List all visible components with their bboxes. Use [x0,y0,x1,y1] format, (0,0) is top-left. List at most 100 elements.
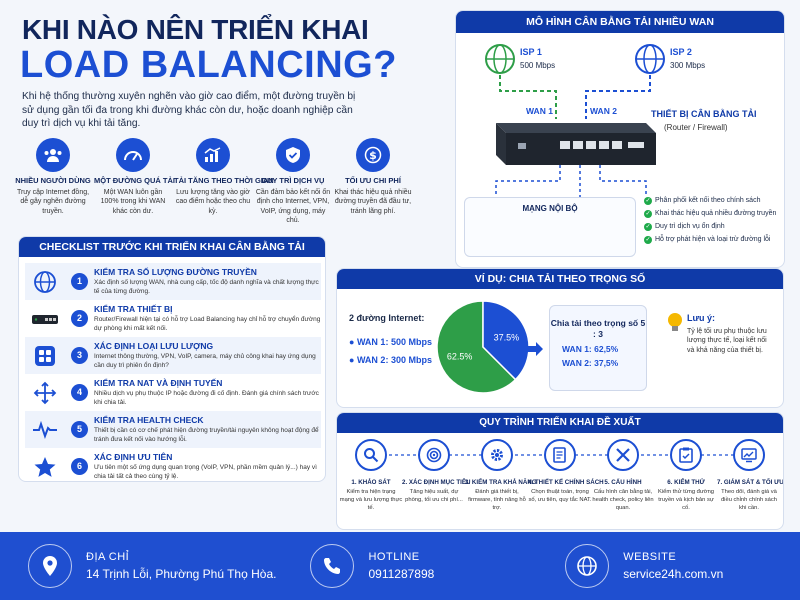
wan2-speed-text: WAN 2: 300 Mbps [356,355,432,365]
globe-icon [565,544,610,588]
checklist-number: 3 [71,347,88,364]
benefits-row: NHIỀU NGƯỜI DÙNG Truy cập Internet đồng,… [14,138,412,226]
benefit-item: TẢI TĂNG THEO THỜI GIAN Lưu lượng tăng v… [174,138,274,226]
checklist-item-title: XÁC ĐỊNH LOẠI LƯU LƯỢNG [94,341,214,352]
globe-icon [485,44,515,74]
checklist-item: 6 XÁC ĐỊNH ƯU TIÊN Ưu tiên một số ứng dụn… [25,448,321,481]
arrow-right-icon [527,342,543,356]
address-label: ĐỊA CHỈ [86,551,130,563]
checklist-number: 6 [71,458,88,475]
step-title: 3. KIỂM TRA KHẢ NĂNG [465,479,537,486]
pie-slice-wan-1 [436,300,517,394]
checklist-panel: CHECKLIST TRƯỚC KHI TRIỂN KHAI CÂN BẰNG … [18,236,326,482]
checklist-item: 1 KIỂM TRA SỐ LƯỢNG ĐƯỜNG TRUYỀN Xác định… [25,263,321,300]
checklist-item: 4 KIỂM TRA NAT VÀ ĐỊNH TUYẾN Nhiều dịch v… [25,374,321,411]
benefit-title: MỘT ĐƯỜNG QUÁ TẢI [94,176,175,185]
website-value[interactable]: service24h.com.vn [623,567,724,581]
speedometer-icon [116,138,150,172]
feature-item: ✓ Phân phối kết nối theo chính sách [644,197,784,205]
process-step: 2. XÁC ĐỊNH MỤC TIÊU Tăng hiệu suất, dự … [402,439,470,505]
checklist-number: 5 [71,421,88,438]
checklist-item-desc: Nhiều dịch vụ phụ thuộc IP hoặc đường đi… [94,390,319,406]
shield-check-icon [276,138,310,172]
title-line-1: KHI NÀO NÊN TRIỂN KHAI [22,14,369,45]
example-panel: VÍ DỤ: CHIA TẢI THEO TRỌNG SỐ 2 đường In… [336,268,784,408]
website-label: WEBSITE [623,551,677,563]
footer-hotline[interactable]: HOTLINE 0911287898 [276,532,545,600]
checklist-item: 5 KIỂM TRA HEALTH CHECK Thiết bị cần có c… [25,411,321,448]
wan-model-panel: MÔ HÌNH CÂN BẰNG TẢI NHIỀU WAN [455,10,785,268]
process-step: 5. CẤU HÌNH Cấu hình cân bằng tải, healt… [591,439,655,512]
benefit-item: NHIỀU NGƯỜI DÙNG Truy cập Internet đồng,… [14,138,92,226]
feature-text: Duy trì dịch vụ ổn định [655,223,725,230]
svg-text:$: $ [369,149,377,162]
benefit-title: DUY TRÌ DỊCH VỤ [261,176,325,185]
note-title: Lưu ý: [687,313,716,323]
router-icon [25,311,65,327]
step-desc: Chọn thuật toán, trọng số, ưu tiên, quy … [528,489,592,503]
step-title: 4. THIẾT KẾ CHÍNH SÁCH [528,479,604,486]
checklist-item-desc: Xác định số lượng WAN, nhà cung cấp, tốc… [94,279,319,295]
target-icon [418,439,450,471]
note-text: Tỷ lệ tối ưu phụ thuộc lưu lượng thực tế… [687,328,767,354]
checklist-number: 1 [71,273,88,290]
intro-text: Khi hệ thống thường xuyên nghẽn vào giờ … [22,91,356,130]
checklist-number: 4 [71,384,88,401]
checklist-item-title: XÁC ĐỊNH ƯU TIÊN [94,452,173,463]
benefit-item: MỘT ĐƯỜNG QUÁ TẢI Một WAN luôn gần 100% … [94,138,175,226]
ratio-box: Chia tải theo trọng số 5 : 3 WAN 1: 62,5… [549,305,647,391]
pie-slice-wan-2 [482,300,530,381]
benefit-text: Một WAN luôn gần 100% trong khi WAN khác… [100,189,166,215]
benefit-title: TỐI ƯU CHI PHÍ [345,176,401,185]
check-icon: ✓ [644,210,652,218]
feature-text: Phân phối kết nối theo chính sách [655,197,761,204]
ratio-wan1: WAN 1: 62,5% [562,344,619,355]
globe-icon [25,270,65,294]
footer-website[interactable]: WEBSITE service24h.com.vn [545,532,800,600]
wan1-label: WAN 1 [526,106,553,116]
feature-item: ✓ Khai thác hiệu quả nhiều đường truyền [644,210,784,218]
step-desc: Tăng hiệu suất, dự phòng, tối ưu chi phí… [405,489,463,503]
pie-label: 62.5% [447,352,473,362]
checklist-item-title: KIỂM TRA SỐ LƯỢNG ĐƯỜNG TRUYỀN [94,267,257,278]
feature-text: Khai thác hiệu quả nhiều đường truyền [655,210,777,217]
tools-icon [607,439,639,471]
device-title: THIẾT BỊ CÂN BẰNG TẢI [651,109,757,119]
step-desc: Cấu hình cân bằng tải, health check, pol… [592,489,654,511]
device-subtitle: (Router / Firewall) [664,123,728,132]
benefit-title: NHIỀU NGƯỜI DÙNG [15,176,91,185]
process-step: 6. KIỂM THỬ Kiểm thử từng đường truyền v… [654,439,718,512]
location-pin-icon [28,544,72,588]
wan2-speed: ● WAN 2: 300 Mbps [349,355,432,365]
process-title: QUY TRÌNH TRIỂN KHAI ĐỀ XUẤT [337,413,783,433]
ratio-wan2: WAN 2: 37,5% [562,358,619,369]
router-device [496,123,656,165]
heartbeat-icon [25,420,65,439]
check-icon: ✓ [644,197,652,205]
checklist-title: CHECKLIST TRƯỚC KHI TRIỂN KHAI CÂN BẰNG … [19,237,325,257]
users-icon [36,138,70,172]
checklist-item-title: KIỂM TRA NAT VÀ ĐỊNH TUYẾN [94,378,223,389]
isp1-name: ISP 1 [520,47,542,57]
check-icon: ✓ [644,223,652,231]
arrows-icon [25,381,65,405]
benefit-item: DUY TRÌ DỊCH VỤ Cần đảm bảo kết nối ổn đ… [254,138,332,226]
checklist-item-desc: Ưu tiên một số ứng dụng quan trọng (VoIP… [94,464,317,480]
title-line-2: LOAD BALANCING? [20,44,397,86]
checklist-item-title: KIỂM TRA THIẾT BỊ [94,304,173,315]
feature-text: Hỗ trợ phát hiện và loại trừ đường lỗi [655,236,771,243]
feature-item: ✓ Duy trì dịch vụ ổn định [644,223,784,231]
dollar-icon: $ [356,138,390,172]
step-title: 7. GIÁM SÁT & TỐI ƯU [717,479,784,486]
checklist-number: 2 [71,310,88,327]
gear-icon [481,439,513,471]
isp1-speed: 500 Mbps [520,61,556,70]
example-title: VÍ DỤ: CHIA TẢI THEO TRỌNG SỐ [337,269,783,289]
isp2-speed: 300 Mbps [670,61,706,70]
hotline-value[interactable]: 0911287898 [368,567,435,581]
step-desc: Đánh giá thiết bị, firmware, tính năng h… [468,489,526,511]
step-desc: Kiểm thử từng đường truyền và kịch bản s… [657,489,715,511]
phone-icon [310,544,355,588]
feature-list: ✓ Phân phối kết nối theo chính sách ✓ Khai… [644,197,784,249]
benefit-text: Truy cập Internet đồng, dễ gây nghẽn đườ… [16,189,90,215]
